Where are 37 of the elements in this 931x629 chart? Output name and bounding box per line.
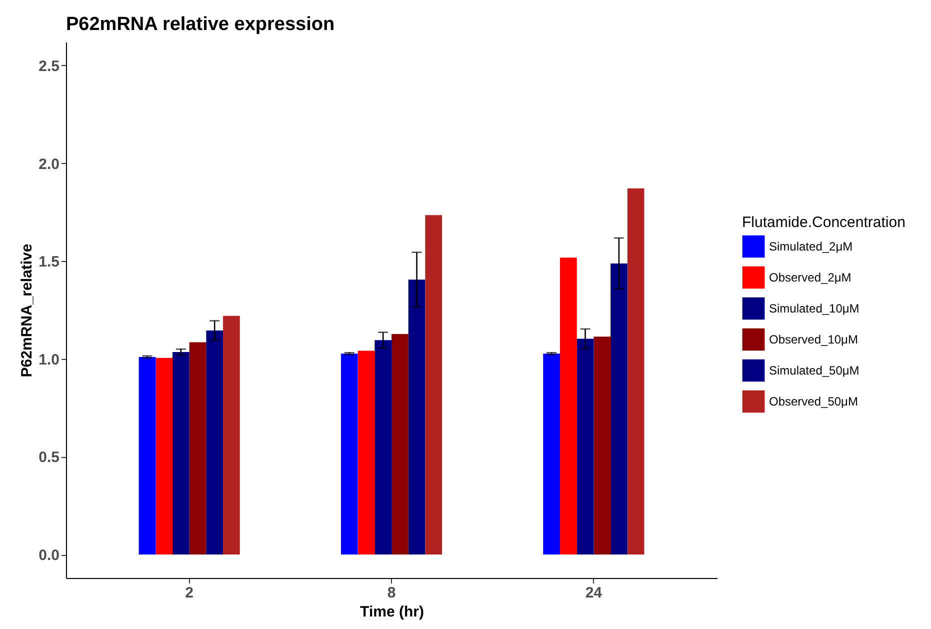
legend-label: Observed_2μM [769,270,852,284]
bar [358,350,375,555]
y-tick-label: 1.0 [38,351,60,368]
legend-label: Simulated_10μM [769,302,860,316]
x-tick-label: 8 [387,584,396,602]
y-tick-label: 1.5 [38,254,60,271]
bar [206,330,224,555]
y-tick-label: 0.5 [38,449,60,466]
legend-label: Observed_10μM [769,332,858,346]
y-axis-title: P62mRNA_relative [18,244,36,378]
legend-title: Flutamide.Concentration [742,214,906,231]
bar [576,338,594,555]
y-tick-label: 0.0 [38,547,60,564]
legend-label: Simulated_2μM [769,240,853,254]
y-tick-label: 2.5 [38,58,60,75]
bar [156,358,172,555]
x-tick-label: 24 [585,584,603,602]
legend-label: Observed_50μM [769,394,858,408]
bar [340,354,358,555]
bar [392,334,408,555]
bar [610,263,628,555]
bar [408,280,426,555]
bar [543,354,560,555]
x-axis-title: Time (hr) [360,604,424,620]
bar [425,215,442,555]
y-tick-label: 2.0 [38,156,60,173]
x-tick-label: 2 [185,584,194,602]
bar [172,352,190,555]
bar [189,342,206,555]
bar [138,356,156,555]
bar [374,340,392,555]
chart-title: P62mRNA relative expression [66,14,335,35]
bar [223,316,240,555]
bar [560,258,577,555]
legend-label: Simulated_50μM [769,364,860,378]
bar [594,336,611,555]
bar [627,188,644,555]
